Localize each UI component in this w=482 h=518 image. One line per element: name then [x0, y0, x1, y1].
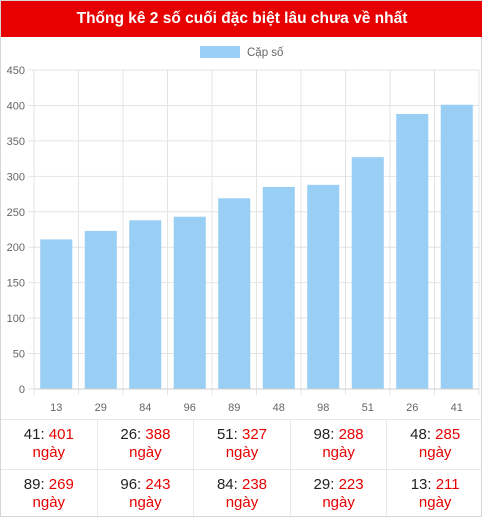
- x-tick-label: 29: [95, 402, 107, 414]
- days-unit: ngày: [387, 444, 482, 462]
- x-tick-label: 51: [362, 402, 374, 414]
- bar: [174, 217, 206, 389]
- days-unit: ngày: [98, 494, 194, 512]
- days-count: 269: [49, 476, 74, 493]
- days-unit: ngày: [1, 444, 97, 462]
- pair-number: 48: [410, 426, 427, 443]
- y-tick-label: 50: [13, 349, 25, 361]
- bar: [218, 198, 250, 389]
- bar: [85, 231, 117, 389]
- x-tick-label: 96: [184, 402, 196, 414]
- days-unit: ngày: [291, 444, 387, 462]
- pair-number: 96: [120, 476, 137, 493]
- x-tick-label: 98: [317, 402, 329, 414]
- pair-number: 41: [24, 426, 41, 443]
- y-tick-label: 100: [7, 313, 25, 325]
- pair-number: 29: [314, 476, 331, 493]
- days-count: 211: [436, 476, 460, 493]
- y-tick-label: 0: [19, 384, 25, 396]
- bar: [352, 157, 384, 389]
- days-count: 288: [339, 426, 364, 443]
- x-tick-label: 48: [273, 402, 285, 414]
- bar: [129, 220, 161, 389]
- pair-number: 84: [217, 476, 234, 493]
- y-tick-label: 250: [7, 207, 25, 219]
- y-tick-label: 400: [7, 100, 25, 112]
- bar: [396, 114, 428, 389]
- days-unit: ngày: [1, 494, 97, 512]
- days-unit: ngày: [194, 444, 290, 462]
- y-tick-label: 350: [7, 136, 25, 148]
- bar-chart: 0 50 100 150 200 250 300 350 400 450 13 29 84 96 89 48 9…: [1, 37, 482, 419]
- days-count: 401: [49, 426, 74, 443]
- pair-number: 13: [411, 476, 428, 493]
- bar: [40, 239, 72, 389]
- x-tick-label: 41: [451, 402, 463, 414]
- y-tick-label: 200: [7, 242, 25, 254]
- days-count: 388: [145, 426, 170, 443]
- x-tick-label: 26: [406, 402, 418, 414]
- legend-label: Cặp số: [247, 47, 284, 59]
- x-tick-label: 89: [228, 402, 240, 414]
- chart-area: 0 50 100 150 200 250 300 350 400 450 13 29 84 96 89 48 9…: [1, 37, 482, 419]
- bar: [441, 105, 473, 389]
- pair-number: 98: [314, 426, 331, 443]
- days-unit: ngày: [291, 494, 387, 512]
- pair-number: 51: [217, 426, 234, 443]
- days-unit: ngày: [194, 494, 290, 512]
- days-count: 327: [242, 426, 267, 443]
- x-tick-label: 84: [139, 402, 151, 414]
- days-count: 223: [339, 476, 364, 493]
- y-tick-label: 150: [7, 278, 25, 290]
- days-count: 285: [435, 426, 460, 443]
- bar: [307, 185, 339, 389]
- header-title: Thống kê 2 số cuối đặc biệt lâu chưa về …: [1, 1, 482, 37]
- days-unit: ngày: [387, 494, 482, 512]
- days-count: 238: [242, 476, 267, 493]
- pair-number: 26: [120, 426, 137, 443]
- days-count: 243: [145, 476, 170, 493]
- days-unit: ngày: [98, 444, 194, 462]
- y-tick-label: 450: [7, 65, 25, 77]
- legend-swatch: [200, 46, 240, 58]
- x-tick-label: 13: [50, 402, 62, 414]
- bar: [263, 187, 295, 389]
- y-tick-label: 300: [7, 171, 25, 183]
- pair-number: 89: [24, 476, 41, 493]
